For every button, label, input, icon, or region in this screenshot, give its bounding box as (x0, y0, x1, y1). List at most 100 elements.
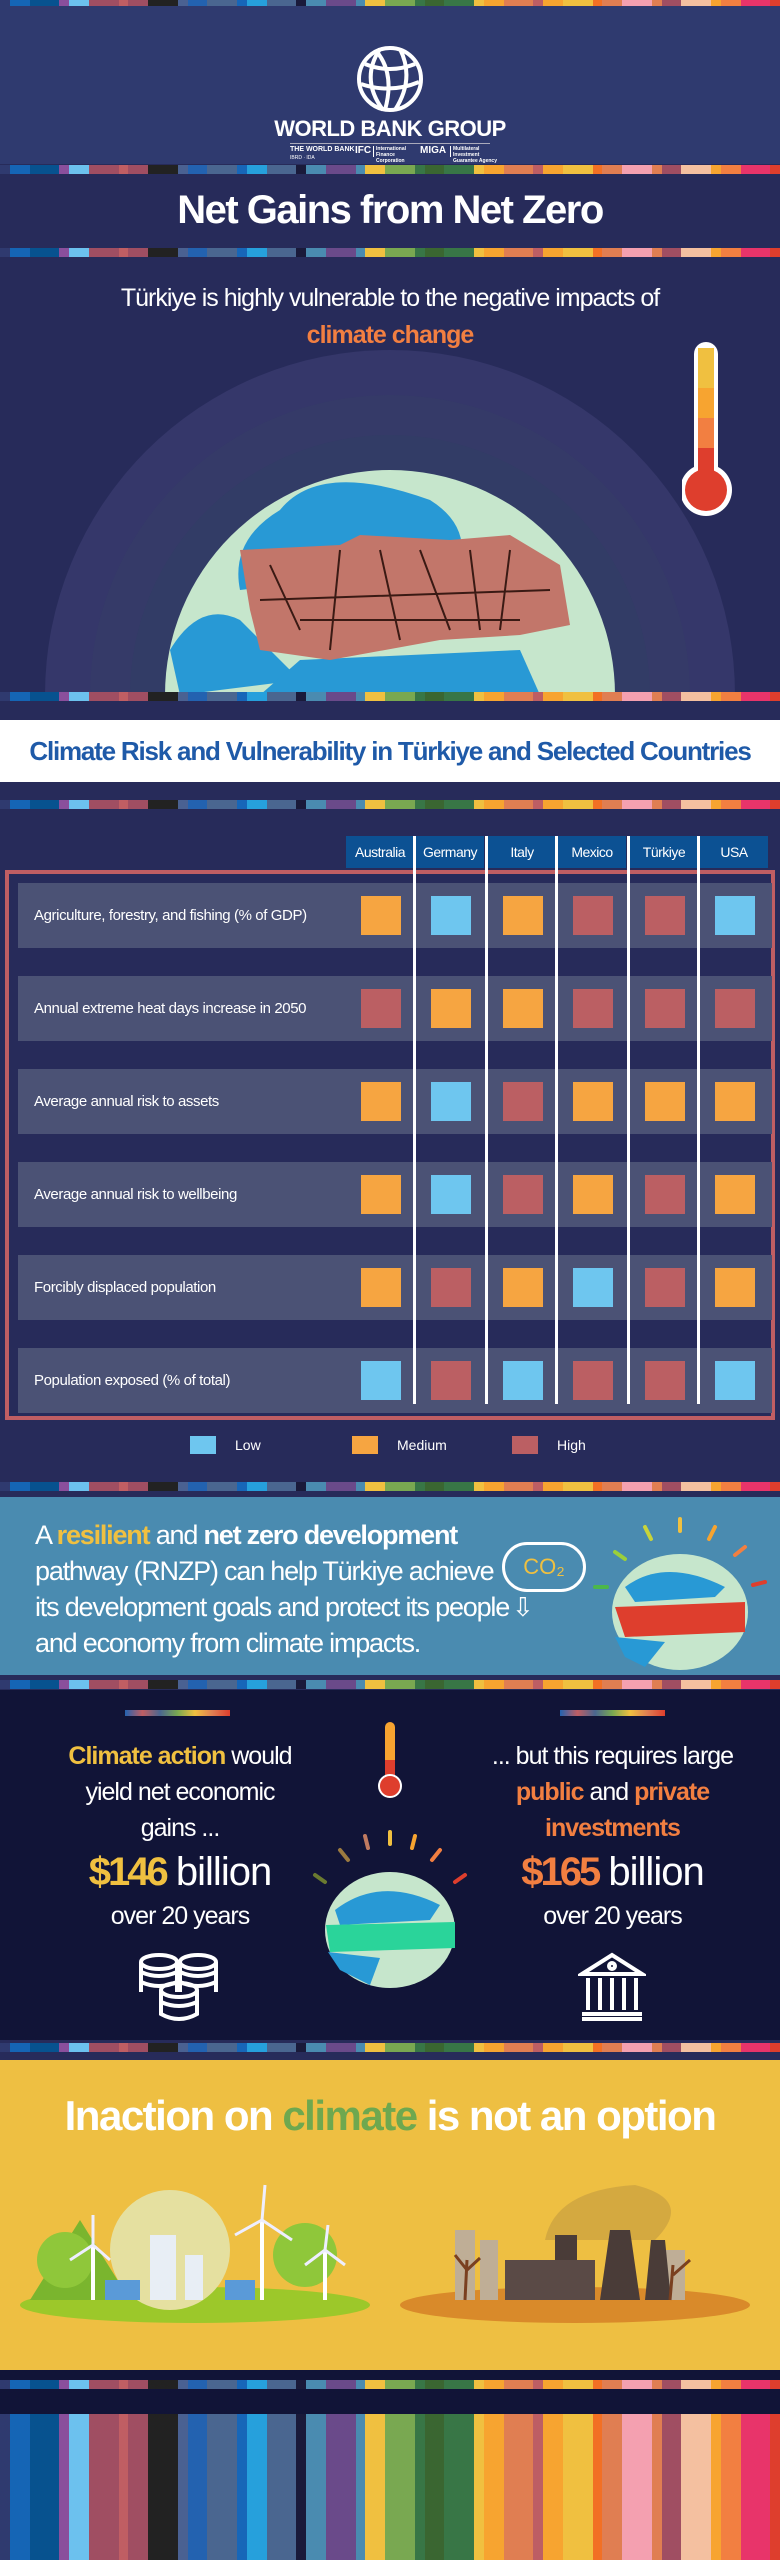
turkiye-globe-icon (593, 1517, 767, 1670)
rating-cell-medium (361, 1175, 401, 1214)
mini-stripe (125, 1710, 230, 1716)
rating-cell-high (503, 1082, 543, 1121)
logo-wordmark: WORLD BANK GROUP (274, 116, 506, 141)
rating-cell-high (573, 896, 613, 935)
green-energy-illustration (20, 2184, 370, 2323)
gains-section: Climate action would yield net economic … (0, 1690, 780, 2040)
co2-cloud-icon: CO₂ (502, 1542, 586, 1592)
column-header: Türkiye (630, 836, 698, 868)
color-stripe (0, 0, 780, 6)
globe-logo-icon (357, 46, 423, 112)
row-label: Agriculture, forestry, and fishing (% of… (34, 907, 307, 924)
rating-cell-medium (645, 1082, 685, 1121)
mini-stripe (560, 1710, 665, 1716)
logo-sub-ifc: IFC (355, 145, 372, 156)
rating-cell-low (431, 1175, 471, 1214)
rating-cell-high (503, 1175, 543, 1214)
rating-cell-low (715, 896, 755, 935)
rating-cell-low (715, 1361, 755, 1400)
rating-cell-medium (573, 1082, 613, 1121)
rating-cell-low (361, 1361, 401, 1400)
coins-stack-icon (139, 1953, 218, 2021)
highlight-climate-change: climate change (306, 321, 475, 349)
color-stripe (0, 692, 780, 701)
legend-swatch-high (512, 1436, 538, 1454)
row-label: Average annual risk to assets (34, 1093, 219, 1110)
rating-cell-high (645, 896, 685, 935)
down-arrow-icon: ⇩ (512, 1592, 534, 1622)
rating-cell-high (645, 989, 685, 1028)
column-header: Italy (488, 836, 556, 868)
rating-cell-medium (361, 1082, 401, 1121)
rating-cell-medium (361, 896, 401, 935)
table-title-banner: Climate Risk and Vulnerability in Türkiy… (0, 720, 780, 782)
color-stripe (0, 2043, 780, 2052)
legend-label: Medium (397, 1437, 447, 1453)
rnzp-section: A resilient and net zero development pat… (0, 1497, 780, 1675)
rating-cell-medium (431, 989, 471, 1028)
rating-cell-high (645, 1361, 685, 1400)
color-stripe (0, 248, 780, 257)
thermometer-icon (378, 1722, 402, 1798)
pollution-illustration (400, 2185, 750, 2323)
rating-cell-medium (715, 1082, 755, 1121)
rating-cell-high (573, 1361, 613, 1400)
color-stripe (0, 1680, 780, 1689)
column-header: Australia (346, 836, 414, 868)
legend-swatch-low (190, 1436, 216, 1454)
rating-cell-medium (503, 896, 543, 935)
page-title: Net Gains from Net Zero (177, 188, 604, 232)
gains-left: Climate action would yield net economic … (68, 1742, 292, 1930)
rating-cell-low (573, 1268, 613, 1307)
column-header: Germany (416, 836, 484, 868)
amount-146: $146 (88, 1850, 169, 1894)
rating-cell-low (431, 896, 471, 935)
column-divider (627, 836, 630, 1404)
logo-sub-wb: THE WORLD BANK (290, 146, 355, 153)
column-header: Mexico (558, 836, 626, 868)
rating-cell-high (361, 989, 401, 1028)
column-divider (413, 836, 416, 1404)
table-border (5, 870, 775, 1420)
table-title: Climate Risk and Vulnerability in Türkiy… (29, 735, 751, 766)
row-label: Forcibly displaced population (34, 1279, 216, 1296)
row-label: Population exposed (% of total) (34, 1372, 231, 1389)
rating-cell-high (715, 989, 755, 1028)
logo-sub-ifc-detail: International Finance Corporation (376, 146, 407, 164)
column-divider (485, 836, 488, 1404)
gains-right: ... but this requires large public and p… (491, 1742, 734, 1930)
bank-building-icon (578, 1952, 646, 2021)
logo-sub-miga: MIGA (420, 145, 447, 156)
color-stripe-large (0, 2414, 780, 2560)
rating-cell-high (645, 1268, 685, 1307)
legend-label: High (557, 1437, 586, 1453)
row-label: Average annual risk to wellbeing (34, 1186, 237, 1203)
rating-cell-medium (715, 1175, 755, 1214)
rating-cell-low (503, 1361, 543, 1400)
color-stripe (0, 2380, 780, 2389)
intro-text: Türkiye is highly vulnerable to the nega… (0, 280, 780, 354)
world-bank-logo: WORLD BANK GROUP THE WORLD BANK IBRD · I… (0, 6, 780, 164)
legend-label: Low (235, 1437, 261, 1453)
color-stripe (0, 165, 780, 174)
rating-cell-high (431, 1268, 471, 1307)
rating-cell-low (431, 1082, 471, 1121)
color-stripe (0, 800, 780, 809)
logo-sub-miga-detail: Multilateral Investment Guarantee Agency (453, 146, 497, 164)
logo-sub-wb-detail: IBRD · IDA (290, 155, 315, 161)
rating-cell-medium (715, 1268, 755, 1307)
rating-cell-medium (573, 1175, 613, 1214)
cracked-turkiye-globe-illustration (45, 350, 735, 695)
rating-cell-high (645, 1175, 685, 1214)
amount-165: $165 (521, 1850, 601, 1894)
rating-cell-high (573, 989, 613, 1028)
thermometer-icon (682, 342, 732, 516)
globe-icon (313, 1830, 467, 1988)
color-stripe (0, 1482, 780, 1491)
legend-swatch-medium (352, 1436, 378, 1454)
row-label: Annual extreme heat days increase in 205… (34, 1000, 307, 1017)
column-header: USA (700, 836, 768, 868)
inaction-section: Inaction on climate is not an option (0, 2060, 780, 2370)
rating-cell-medium (361, 1268, 401, 1307)
column-divider (555, 836, 558, 1404)
